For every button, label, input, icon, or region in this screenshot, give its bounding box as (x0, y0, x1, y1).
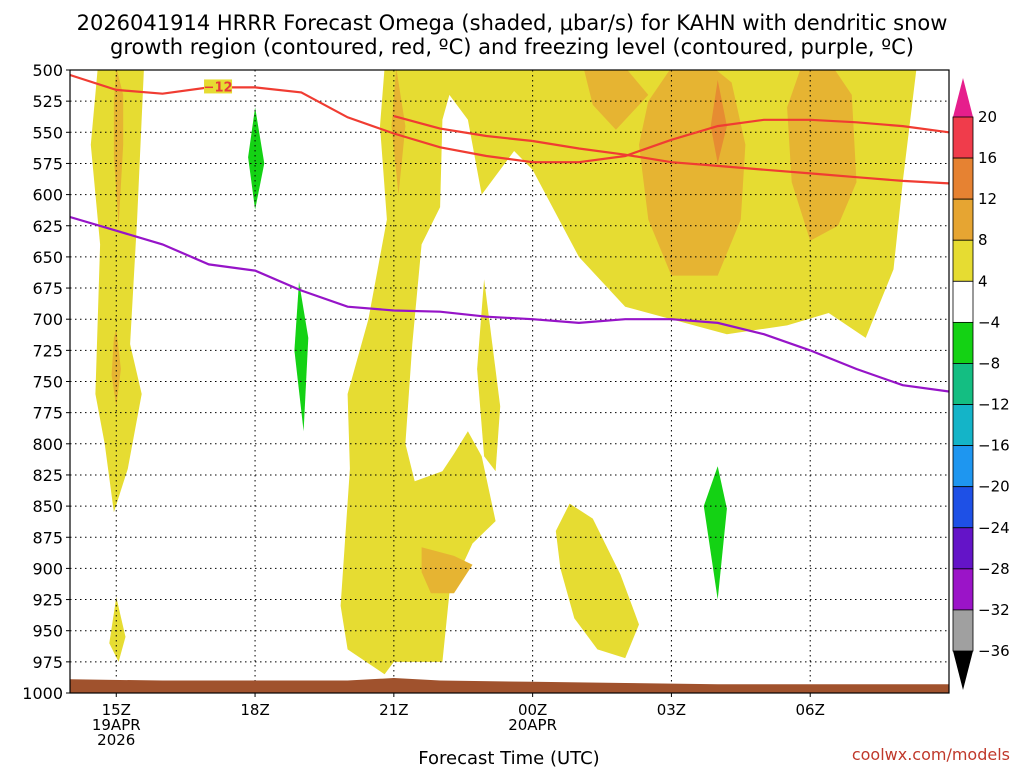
omega-region (90, 70, 144, 513)
omega-region (787, 70, 857, 241)
chart-title-line1: 2026041914 HRRR Forecast Omega (shaded, … (77, 11, 948, 35)
contour-label-bg (204, 79, 233, 94)
y-tick-label: 675 (32, 279, 63, 298)
omega-region (109, 597, 126, 662)
x-tick-label: 20APR (508, 716, 557, 734)
y-tick-label: 625 (32, 217, 63, 236)
colorbar-label: −8 (978, 354, 1000, 372)
omega-region (555, 503, 639, 659)
colorbar-band (952, 609, 974, 652)
colorbar-band (952, 198, 974, 241)
colorbar-label: −28 (978, 560, 1010, 578)
colorbar-label: 12 (978, 190, 997, 208)
x-tick-label: 06Z (796, 701, 825, 719)
colorbar-label: 20 (978, 108, 997, 126)
colorbar-band (952, 445, 974, 488)
y-tick-label: 750 (32, 373, 63, 392)
omega-region (111, 329, 121, 407)
colorbar-band (952, 321, 974, 364)
colorbar-band (952, 280, 974, 323)
y-tick-label: 700 (32, 310, 63, 329)
y-tick-label: 800 (32, 435, 63, 454)
y-tick-label: 725 (32, 341, 63, 360)
contour-layer: −12 (70, 73, 949, 393)
y-tick-label: 575 (32, 154, 63, 173)
omega-shading-layer (90, 70, 917, 675)
colorbar-band (952, 486, 974, 529)
colorbar-band (952, 239, 974, 282)
omega-region (710, 80, 727, 164)
colorbar-band (952, 568, 974, 611)
omega-region (391, 70, 406, 195)
y-tick-label: 975 (32, 653, 63, 672)
x-axis-title: Forecast Time (UTC) (418, 748, 599, 768)
y-tick-label: 600 (32, 186, 63, 205)
colorbar-label: 4 (978, 272, 988, 290)
y-tick-label: 825 (32, 466, 63, 485)
contour-line (70, 215, 949, 393)
omega-region (248, 107, 265, 210)
contour-label: −12 (204, 80, 233, 95)
colorbar-bottom-arrow (953, 651, 973, 690)
colorbar-top-arrow (953, 78, 973, 117)
omega-region (584, 70, 649, 130)
colorbar-label: −24 (978, 519, 1010, 537)
colorbar-band (952, 116, 974, 159)
colorbar-label: 8 (978, 231, 988, 249)
y-tick-label: 850 (32, 497, 63, 516)
y-tick-label: 950 (32, 622, 63, 641)
ground-surface (70, 678, 949, 693)
y-tick-label: 900 (32, 559, 63, 578)
omega-region (340, 70, 917, 675)
colorbar-label: −20 (978, 478, 1010, 496)
y-tick-label: 650 (32, 248, 63, 267)
colorbar-band (952, 157, 974, 200)
grid-layer (70, 69, 949, 694)
y-axis: 500 525 550 575 600 625 650 675 700 725 750 775 800 8… (22, 61, 70, 703)
y-tick-label: 775 (32, 404, 63, 423)
omega-region (477, 279, 501, 472)
colorbar-label: −36 (978, 642, 1010, 660)
omega-region (421, 547, 473, 594)
colorbar-label: −16 (978, 437, 1010, 455)
colorbar-label: 16 (978, 149, 997, 167)
colorbar-band (952, 404, 974, 447)
contour-line (393, 115, 949, 185)
x-tick-label: 00Z (518, 701, 547, 719)
x-tick-label: 03Z (657, 701, 686, 719)
y-tick-label: 875 (32, 528, 63, 547)
colorbar-band (952, 527, 974, 570)
ground-layer (70, 678, 949, 693)
y-tick-label: 550 (32, 123, 63, 142)
x-tick-label: 19APR (92, 716, 141, 734)
colorbar-label: −4 (978, 313, 1000, 331)
y-tick-label: 1000 (22, 684, 63, 703)
chart-title-line2: growth region (contoured, red, ºC) and f… (110, 35, 914, 59)
y-tick-label: 925 (32, 591, 63, 610)
x-tick-label: 15Z (102, 701, 131, 719)
omega-region (294, 281, 309, 432)
y-tick-label: 525 (32, 92, 63, 111)
omega-region (113, 70, 124, 226)
y-tick-label: 500 (32, 61, 63, 80)
credit-text: coolwx.com/models (852, 745, 1010, 764)
colorbar-label: −32 (978, 601, 1010, 619)
x-tick-label: 18Z (240, 701, 269, 719)
x-tick-label: 2026 (97, 731, 135, 749)
colorbar-legend: 20 16 12 8 4 −4 −8 −12 −16 −20 −24 −28 −32 −36 (952, 78, 1010, 690)
colorbar-label: −12 (978, 396, 1010, 414)
colorbar-band (952, 363, 974, 405)
omega-region (703, 466, 727, 600)
x-tick-label: 21Z (379, 701, 408, 719)
